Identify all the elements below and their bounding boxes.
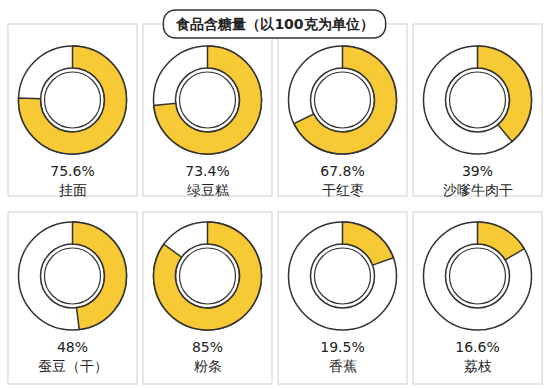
donut bbox=[154, 222, 262, 330]
title-box bbox=[163, 10, 385, 38]
value-arc bbox=[154, 222, 262, 330]
donut bbox=[18, 46, 126, 154]
title-group: 食品含糖量（以100克为单位） bbox=[163, 10, 385, 38]
inner-circle bbox=[450, 248, 506, 304]
title: 食品含糖量（以100克为单位） bbox=[175, 16, 373, 32]
panel-frames bbox=[8, 24, 542, 384]
ring-background bbox=[289, 46, 397, 154]
panel-frame bbox=[278, 24, 407, 196]
panel-frame bbox=[143, 212, 272, 384]
ring-background bbox=[154, 222, 262, 330]
value-label: 39% bbox=[462, 163, 493, 179]
donut bbox=[289, 222, 397, 330]
panel-frame bbox=[278, 212, 407, 384]
inner-circle bbox=[315, 248, 371, 304]
inner-circle bbox=[45, 72, 101, 128]
panel-frame bbox=[143, 24, 272, 196]
donut bbox=[424, 46, 532, 154]
category-label: 荔枝 bbox=[464, 358, 492, 374]
value-label: 16.6% bbox=[455, 339, 499, 355]
inner-circle bbox=[180, 72, 236, 128]
donuts bbox=[18, 46, 531, 330]
donut bbox=[154, 46, 262, 154]
category-label: 沙嗲牛肉干 bbox=[443, 182, 513, 198]
donut bbox=[289, 46, 397, 154]
inner-circle bbox=[450, 72, 506, 128]
inner-circle bbox=[315, 72, 371, 128]
value-label: 75.6% bbox=[50, 163, 94, 179]
donut bbox=[424, 222, 532, 330]
panel-frame bbox=[8, 24, 137, 196]
value-label: 67.8% bbox=[320, 163, 364, 179]
inner-circle bbox=[180, 248, 236, 304]
ring-background bbox=[424, 222, 532, 330]
donut bbox=[19, 222, 127, 330]
chart: 食品含糖量（以100克为单位） 75.6% 挂面 73.4% 绿豆糕 67.8% 干红枣 39… bbox=[0, 0, 550, 389]
panel-frame bbox=[413, 24, 542, 196]
value-label: 85% bbox=[192, 339, 223, 355]
ring-background bbox=[154, 46, 262, 154]
panel-frame bbox=[413, 212, 542, 384]
labels: 75.6% 挂面 73.4% 绿豆糕 67.8% 干红枣 39% 沙嗲牛肉干 48% 蚕豆（干） 8… bbox=[38, 163, 513, 374]
value-arc bbox=[294, 46, 397, 154]
ring-background bbox=[19, 46, 127, 154]
value-label: 73.4% bbox=[185, 163, 229, 179]
category-label: 挂面 bbox=[59, 182, 87, 198]
value-label: 19.5% bbox=[320, 339, 364, 355]
ring-background bbox=[289, 222, 397, 330]
value-label: 48% bbox=[57, 339, 88, 355]
value-arc bbox=[154, 46, 262, 154]
value-arc bbox=[18, 46, 126, 154]
category-label: 香蕉 bbox=[329, 358, 357, 374]
panel-frame bbox=[8, 212, 137, 384]
category-label: 绿豆糕 bbox=[187, 182, 229, 198]
category-label: 干红枣 bbox=[322, 182, 364, 198]
ring-background bbox=[19, 222, 127, 330]
ring-background bbox=[424, 46, 532, 154]
category-label: 蚕豆（干） bbox=[38, 358, 108, 374]
category-label: 粉条 bbox=[194, 358, 222, 374]
inner-circle bbox=[45, 248, 101, 304]
